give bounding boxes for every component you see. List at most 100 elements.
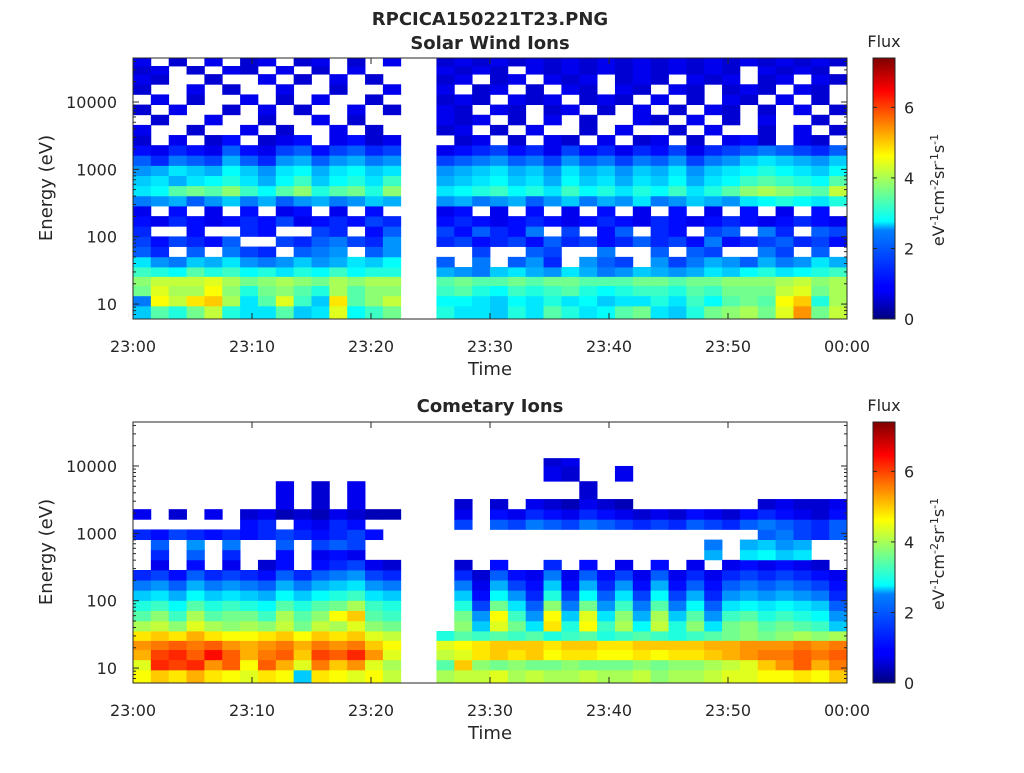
heatmap-cell bbox=[222, 267, 241, 277]
heatmap-cell bbox=[472, 570, 491, 581]
heatmap-cell bbox=[597, 246, 616, 258]
solar-wind-colorbar-ticks: 0 2 4 6 bbox=[873, 98, 914, 329]
x-tick-label: 23:40 bbox=[586, 701, 632, 720]
heatmap-cell bbox=[507, 295, 527, 307]
colorbar-tick-label: 4 bbox=[904, 533, 914, 552]
heatmap-cell bbox=[775, 590, 794, 601]
heatmap-cell bbox=[686, 590, 705, 601]
heatmap-cell bbox=[704, 236, 723, 247]
heatmap-cell bbox=[347, 305, 366, 320]
heatmap-cell bbox=[650, 610, 669, 622]
heatmap-cell bbox=[275, 509, 295, 520]
solar-wind-colorbar-title: Flux bbox=[867, 32, 900, 51]
solar-wind-x-label: Time bbox=[467, 359, 512, 380]
heatmap-cell bbox=[739, 640, 759, 651]
heatmap-cell bbox=[722, 631, 741, 641]
heatmap-cell bbox=[257, 185, 277, 197]
heatmap-cell bbox=[579, 570, 598, 581]
heatmap-cell bbox=[793, 519, 812, 530]
x-tick-label: 23:50 bbox=[705, 701, 751, 720]
heatmap-cell bbox=[204, 600, 223, 611]
heatmap-cell bbox=[579, 559, 598, 571]
heatmap-cell bbox=[597, 669, 616, 684]
heatmap-cell bbox=[811, 135, 830, 146]
heatmap-cell bbox=[507, 74, 527, 85]
heatmap-cell bbox=[186, 295, 205, 307]
heatmap-cell bbox=[436, 155, 455, 166]
heatmap-cell bbox=[293, 185, 312, 197]
heatmap-cell bbox=[257, 175, 277, 187]
heatmap-cell bbox=[525, 285, 544, 297]
heatmap-cell bbox=[507, 94, 527, 105]
heatmap-cell bbox=[311, 305, 330, 320]
heatmap-cell bbox=[614, 66, 634, 75]
heatmap-cell bbox=[686, 570, 705, 581]
heatmap-cell bbox=[650, 135, 669, 146]
heatmap-cell bbox=[525, 305, 544, 320]
heatmap-cell bbox=[454, 600, 473, 611]
heatmap-cell bbox=[133, 185, 152, 197]
heatmap-cell bbox=[186, 84, 205, 95]
heatmap-cell bbox=[775, 610, 794, 622]
heatmap-cell bbox=[222, 246, 241, 258]
heatmap-cell bbox=[632, 84, 652, 95]
heatmap-cell bbox=[222, 610, 241, 622]
heatmap-cell bbox=[722, 305, 741, 320]
heatmap-cell bbox=[436, 195, 455, 207]
heatmap-cell bbox=[454, 519, 473, 530]
heatmap-cell bbox=[365, 295, 384, 307]
heatmap-cell bbox=[829, 226, 848, 237]
heatmap-cell bbox=[365, 175, 384, 187]
heatmap-cell bbox=[614, 216, 634, 227]
heatmap-cell bbox=[240, 165, 259, 176]
heatmap-cell bbox=[739, 94, 759, 105]
heatmap-cell bbox=[686, 519, 705, 530]
colorbar-tick-label: 4 bbox=[904, 169, 914, 188]
cometary-x-label: Time bbox=[467, 723, 512, 744]
heatmap-cell bbox=[311, 114, 330, 126]
heatmap-cell bbox=[436, 226, 455, 237]
heatmap-cell bbox=[150, 295, 170, 307]
heatmap-cell bbox=[650, 631, 669, 641]
heatmap-cell bbox=[293, 104, 312, 116]
colorbar-tick-label: 6 bbox=[904, 462, 914, 481]
heatmap-cell bbox=[240, 600, 259, 611]
heatmap-cell bbox=[382, 84, 402, 95]
heatmap-cell bbox=[329, 519, 348, 530]
heatmap-cell bbox=[329, 267, 348, 277]
heatmap-cell bbox=[543, 246, 562, 258]
heatmap-cell bbox=[632, 519, 652, 530]
heatmap-cell bbox=[311, 216, 330, 227]
heatmap-cell bbox=[739, 206, 759, 217]
solar-wind-colorbar-gradient bbox=[872, 57, 896, 320]
heatmap-cell bbox=[293, 529, 312, 540]
heatmap-cell bbox=[525, 216, 544, 227]
heatmap-cell bbox=[686, 631, 705, 641]
heatmap-cell bbox=[240, 195, 259, 207]
heatmap-cell bbox=[686, 669, 705, 684]
heatmap-cell bbox=[597, 256, 616, 268]
heatmap-cell bbox=[579, 216, 598, 227]
heatmap-cell bbox=[757, 216, 776, 227]
heatmap-cell bbox=[382, 649, 402, 661]
heatmap-cell bbox=[365, 135, 384, 146]
heatmap-cell bbox=[704, 256, 723, 268]
heatmap-cell bbox=[204, 590, 223, 601]
heatmap-cell bbox=[133, 58, 152, 67]
heatmap-cell bbox=[472, 216, 491, 227]
heatmap-cell bbox=[275, 256, 295, 268]
heatmap-cell bbox=[133, 669, 152, 684]
heatmap-cell bbox=[436, 74, 455, 85]
solar-wind-y-ticks: 10 100 1000 10000 bbox=[66, 60, 847, 320]
heatmap-cell bbox=[650, 570, 669, 581]
heatmap-cell bbox=[204, 236, 223, 247]
heatmap-cell bbox=[436, 649, 455, 661]
cometary-colorbar: Flux 0 2 4 6 eV-1cm-2sr-1s-1 bbox=[867, 396, 948, 693]
heatmap-cell bbox=[614, 94, 634, 105]
heatmap-cell bbox=[757, 549, 776, 561]
heatmap-cell bbox=[436, 216, 455, 227]
heatmap-cell bbox=[811, 66, 830, 75]
heatmap-cell bbox=[204, 276, 223, 287]
heatmap-cell bbox=[257, 610, 277, 622]
heatmap-cell bbox=[561, 165, 580, 176]
